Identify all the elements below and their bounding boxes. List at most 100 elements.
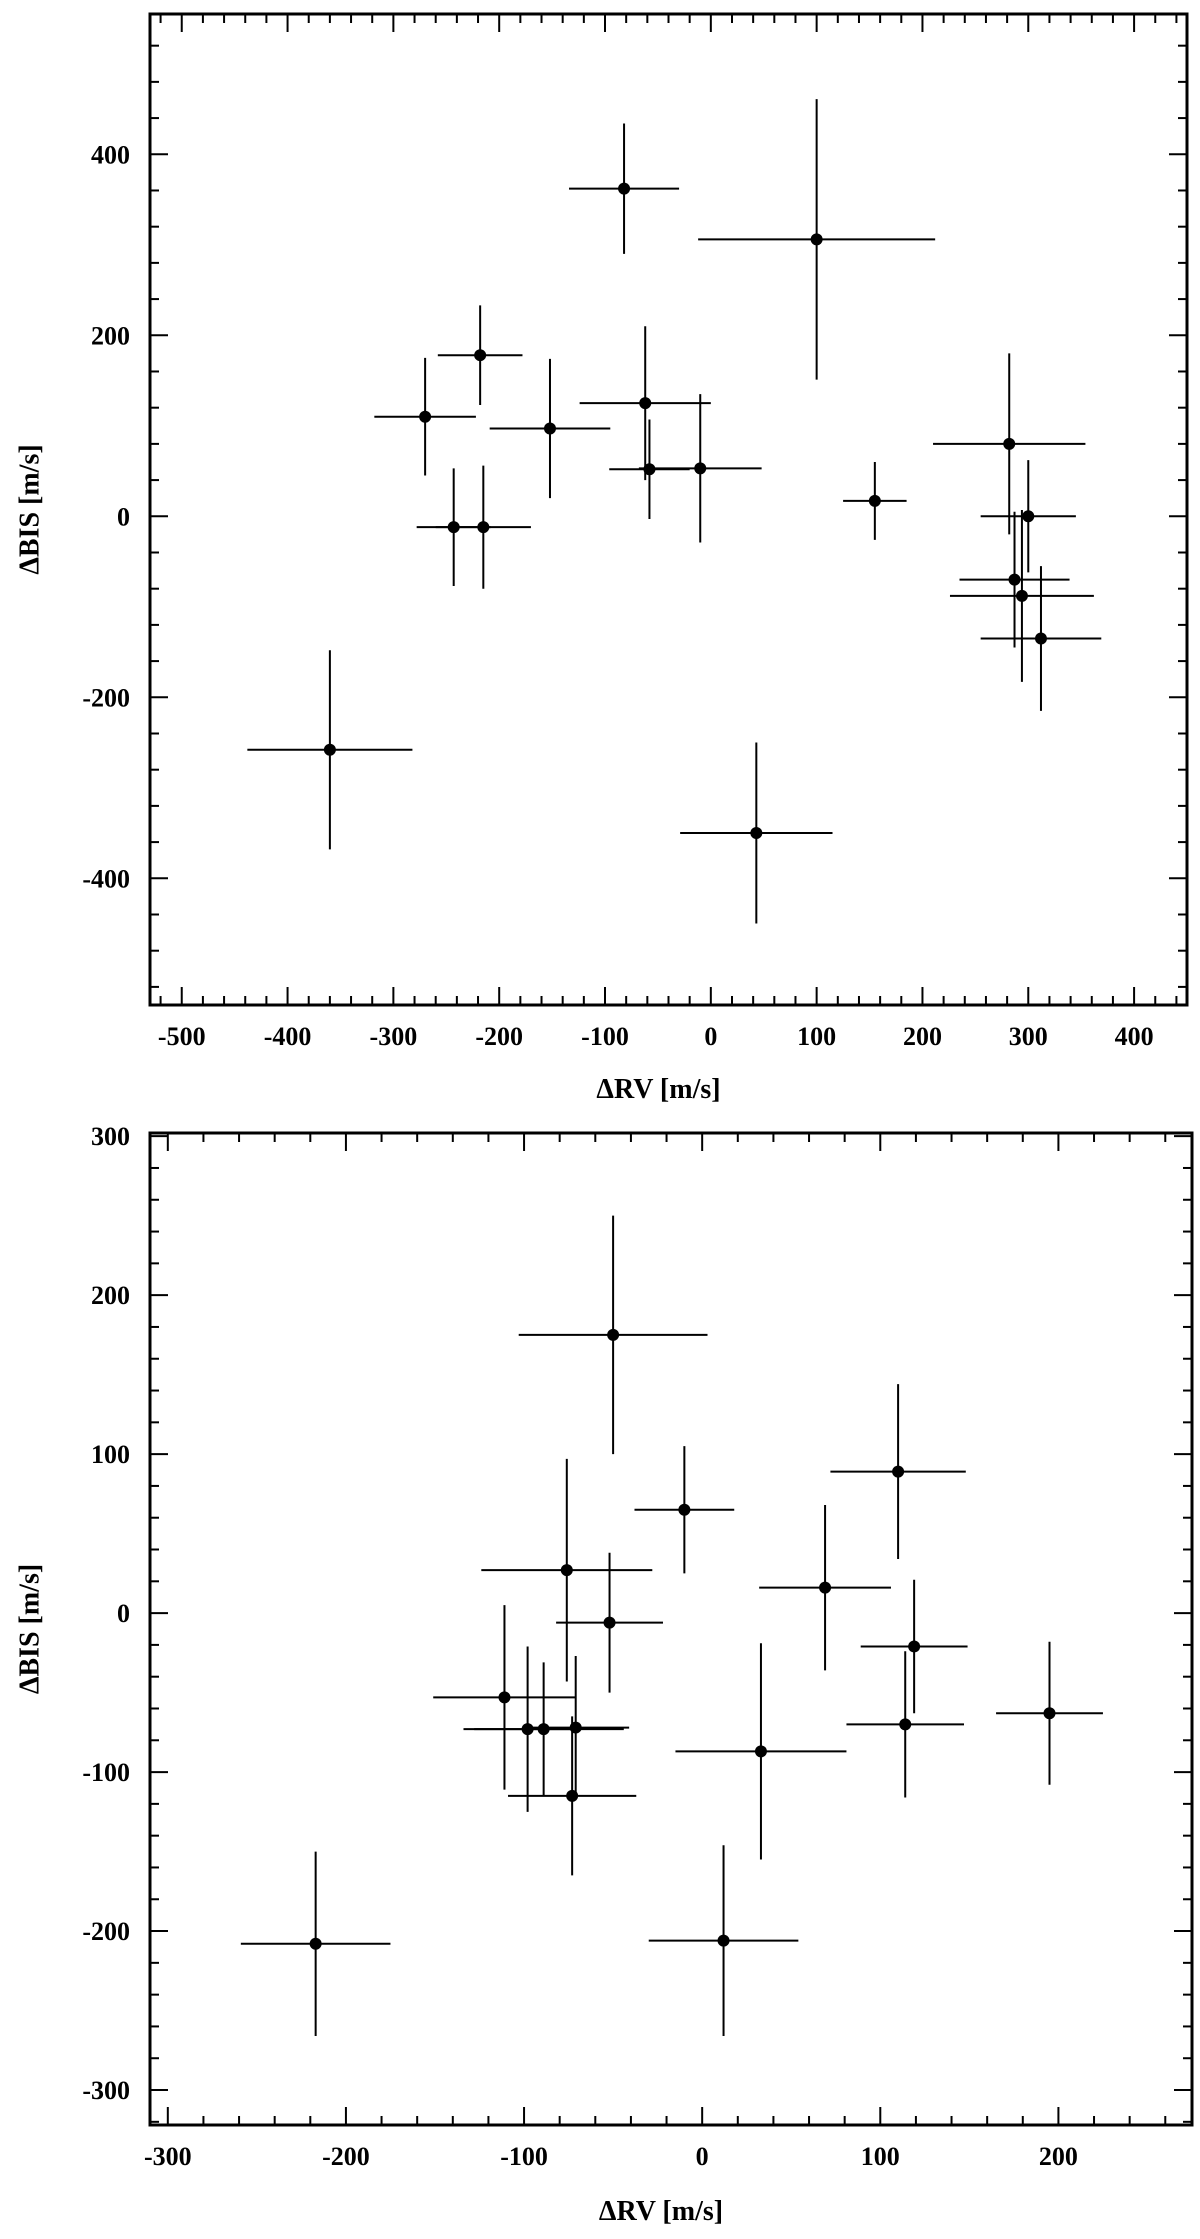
data-marker xyxy=(1015,589,1028,602)
plot-frame xyxy=(148,1131,1194,2127)
x-tick-label: 100 xyxy=(861,2142,900,2171)
data-point-0 xyxy=(240,1851,391,2036)
data-point-9 xyxy=(634,1446,735,1574)
data-marker xyxy=(639,397,652,410)
y-tick-label: 0 xyxy=(117,1599,130,1628)
y-axis-label: ΔBIS [m/s] xyxy=(15,1564,46,1694)
y-tick-label: 100 xyxy=(91,1440,130,1469)
data-marker xyxy=(323,743,336,756)
data-marker xyxy=(717,1934,730,1947)
plot-frame xyxy=(148,12,1189,1007)
data-marker xyxy=(678,1503,691,1516)
data-marker xyxy=(1003,437,1016,450)
data-point-4 xyxy=(481,1458,653,1682)
y-tick-label: 200 xyxy=(91,1281,130,1310)
data-marker xyxy=(908,1640,921,1653)
data-marker xyxy=(819,1581,832,1594)
x-tick-label: -200 xyxy=(475,1022,523,1051)
data-marker xyxy=(607,1328,620,1341)
data-point-15 xyxy=(949,509,1094,682)
x-tick-label: -200 xyxy=(322,2142,370,2171)
data-marker xyxy=(309,1937,322,1950)
x-tick-label: -500 xyxy=(158,1022,206,1051)
data-marker xyxy=(474,349,487,362)
data-marker xyxy=(1008,573,1021,586)
data-point-7 xyxy=(579,326,711,481)
x-tick-label: 200 xyxy=(1039,2142,1078,2171)
y-tick-label: -200 xyxy=(82,683,130,712)
x-tick-label: -400 xyxy=(264,1022,312,1051)
x-tick-label: 200 xyxy=(903,1022,942,1051)
data-point-16 xyxy=(996,1641,1103,1785)
data-point-12 xyxy=(843,461,907,540)
y-tick-label: -300 xyxy=(82,2076,130,2105)
y-tick-label: 300 xyxy=(91,1122,130,1151)
data-marker xyxy=(868,494,881,507)
data-point-0 xyxy=(247,650,413,850)
data-marker xyxy=(537,1723,550,1736)
x-axis-label: ΔRV [m/s] xyxy=(596,1074,720,1105)
data-point-17 xyxy=(980,566,1102,711)
data-series xyxy=(240,1215,1103,2036)
data-point-10 xyxy=(648,1845,799,2036)
data-marker xyxy=(694,462,707,475)
data-point-14 xyxy=(846,1651,965,1798)
bottom-panel: -300 -200 -100 0 100 200 -300 -200 -100 0 100 200 30… xyxy=(15,1122,1194,2227)
data-point-11 xyxy=(675,1643,847,1860)
x-tick-label: 0 xyxy=(696,2142,709,2171)
data-marker xyxy=(498,1691,511,1704)
y-tick-label: 400 xyxy=(91,140,130,169)
y-tick-label: -400 xyxy=(82,864,130,893)
data-marker xyxy=(419,410,432,423)
y-tick-label: 200 xyxy=(91,321,130,350)
x-tick-label: -300 xyxy=(370,1022,418,1051)
data-point-12 xyxy=(759,1505,891,1671)
data-point-13 xyxy=(830,1384,966,1560)
data-point-3 xyxy=(463,1662,624,1796)
ticks xyxy=(150,1133,1192,2125)
data-point-3 xyxy=(437,305,523,405)
data-marker xyxy=(1022,510,1035,523)
data-series xyxy=(247,99,1102,924)
x-tick-label: 100 xyxy=(797,1022,836,1051)
x-axis-label: ΔRV [m/s] xyxy=(599,2196,723,2227)
top-panel: -500 -400 -300 -200 -100 0 100 200 300 400 -400 -20… xyxy=(15,12,1189,1105)
data-marker xyxy=(543,422,556,435)
data-point-14 xyxy=(959,511,1070,648)
data-marker xyxy=(750,827,763,840)
data-marker xyxy=(1034,632,1047,645)
data-marker xyxy=(810,233,823,246)
x-tick-label: 300 xyxy=(1009,1022,1048,1051)
x-tick-label: -300 xyxy=(144,2142,192,2171)
data-point-6 xyxy=(569,123,680,254)
data-marker xyxy=(618,182,631,195)
x-tick-label: -100 xyxy=(581,1022,629,1051)
data-marker xyxy=(560,1564,573,1577)
data-point-7 xyxy=(556,1552,663,1693)
data-marker xyxy=(477,521,490,534)
y-tick-label: 0 xyxy=(117,502,130,531)
data-marker xyxy=(754,1745,767,1758)
y-axis-label: ΔBIS [m/s] xyxy=(15,444,46,574)
data-point-8 xyxy=(518,1215,708,1455)
data-marker xyxy=(1043,1707,1056,1720)
data-point-5 xyxy=(489,358,611,499)
data-point-9 xyxy=(638,394,762,543)
y-tick-label: -100 xyxy=(82,1758,130,1787)
data-point-1 xyxy=(374,357,476,476)
data-point-4 xyxy=(435,465,531,589)
data-point-15 xyxy=(860,1579,968,1714)
data-point-6 xyxy=(522,1656,630,1800)
y-tick-label: -200 xyxy=(82,1917,130,1946)
data-point-10 xyxy=(680,742,833,924)
ticks xyxy=(150,14,1187,1005)
data-marker xyxy=(569,1721,582,1734)
x-tick-label: 0 xyxy=(704,1022,717,1051)
x-tick-label: -100 xyxy=(500,2142,548,2171)
data-point-11 xyxy=(698,99,936,380)
x-tick-label: 400 xyxy=(1115,1022,1154,1051)
data-marker xyxy=(603,1616,616,1629)
data-point-1 xyxy=(433,1605,576,1790)
